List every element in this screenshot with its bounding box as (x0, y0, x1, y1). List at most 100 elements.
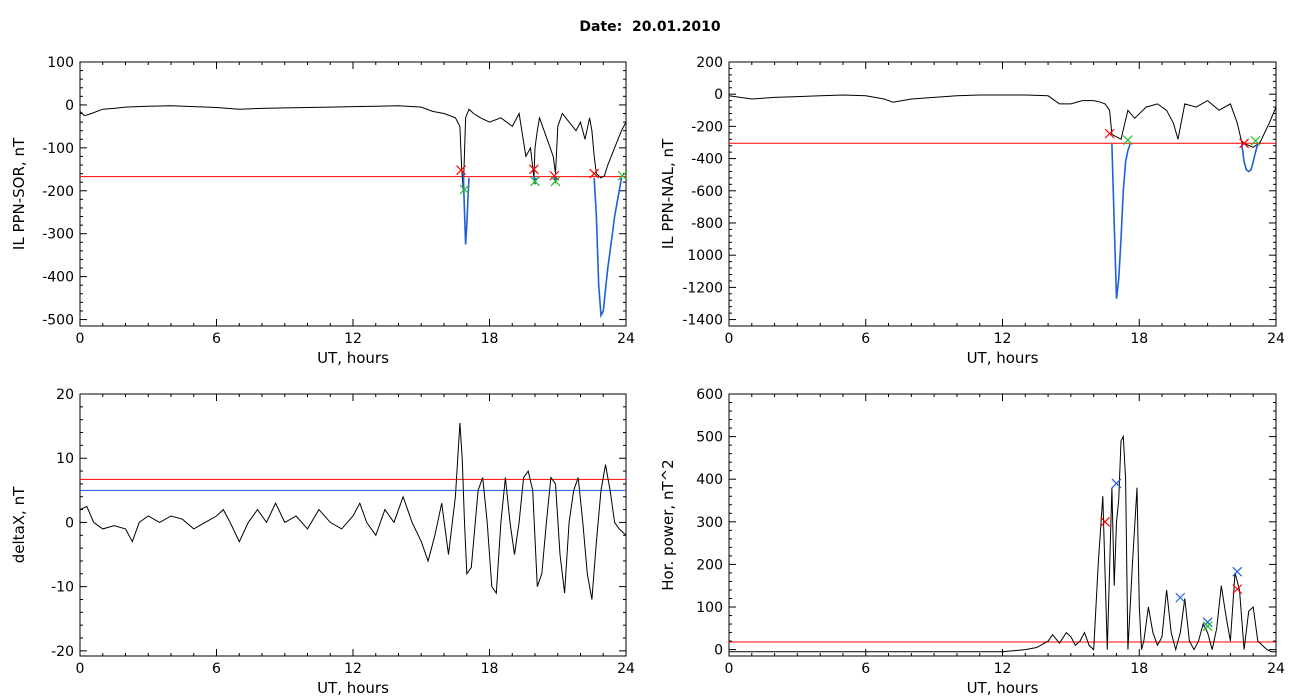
marker-power-5 (1232, 566, 1243, 577)
marker-nal-1 (1122, 135, 1133, 145)
figure-title: Date: 20.01.2010 (0, 19, 1300, 35)
plot-frame-sor (79, 61, 627, 327)
y-axis-label-nal: IL PPN-NAL, nT (659, 138, 677, 249)
marker-sor-5 (550, 176, 561, 187)
series-line-sor-0-0 (80, 105, 626, 191)
y-tick-label-sor: 100 (47, 55, 74, 71)
marker-stroke (530, 176, 540, 187)
x-tick-label-nal: 24 (1267, 331, 1285, 347)
y-tick-label-deltax: 10 (56, 451, 74, 467)
y-tick-label-nal: -600 (691, 184, 723, 200)
y-tick-label-sor: -400 (42, 270, 74, 286)
marker-sor-1 (459, 184, 470, 195)
marker-stroke (549, 170, 560, 181)
x-tick-label-sor: 12 (344, 331, 362, 347)
y-tick-label-nal: -800 (691, 216, 723, 232)
y-tick-label-power: 500 (696, 430, 723, 446)
x-tick-label-nal: 12 (994, 331, 1012, 347)
date-value: 20.01.2010 (632, 19, 721, 35)
y-tick-label-deltax: -10 (51, 580, 74, 596)
x-tick-label-nal: 18 (1130, 331, 1148, 347)
marker-sor-3 (530, 176, 540, 187)
y-tick-label-power: 600 (696, 387, 723, 403)
x-tick-label-nal: 0 (725, 331, 734, 347)
y-tick-label-power: 100 (696, 600, 723, 616)
marker-sor-2 (528, 164, 539, 175)
panel-nal: 0 6 12 18 24 200 0 -200 -400 -600 -800 1000 -1200 -14… (659, 55, 1285, 367)
marker-stroke (459, 184, 470, 195)
marker-stroke (1239, 138, 1250, 149)
date-label: Date: (579, 19, 623, 35)
marker-stroke (1232, 566, 1243, 577)
y-tick-label-nal: 200 (696, 55, 723, 71)
marker-stroke (617, 170, 628, 181)
series-line-nal-1-1 (1241, 143, 1259, 173)
x-tick-label-power: 12 (994, 661, 1012, 677)
marker-stroke (1111, 478, 1122, 489)
marker-nal-2 (1239, 138, 1250, 149)
y-tick-label-nal: -200 (691, 119, 723, 135)
y-tick-label-nal: 0 (714, 87, 723, 103)
x-axis-label-sor: UT, hours (317, 349, 389, 367)
y-tick-label-power: 300 (696, 515, 723, 531)
x-tick-label-power: 24 (1267, 661, 1285, 677)
marker-power-2 (1175, 592, 1186, 603)
x-tick-label-deltax: 24 (617, 661, 635, 677)
marker-power-6 (1232, 584, 1243, 595)
marker-stroke (1104, 128, 1115, 139)
marker-sor-6 (589, 168, 600, 179)
marker-sor-7 (617, 170, 628, 181)
marker-stroke (1250, 135, 1261, 146)
series-line-sor-1-0 (462, 173, 470, 245)
x-tick-label-nal: 6 (861, 331, 870, 347)
marker-power-0 (1100, 516, 1110, 527)
series-line-sor-1-3 (593, 177, 623, 319)
y-axis-label-sor: IL PPN-SOR, nT (10, 137, 28, 250)
x-tick-label-power: 18 (1130, 661, 1148, 677)
x-tick-label-sor: 18 (481, 331, 499, 347)
plot-frame-power (728, 393, 1277, 657)
panel-sor: 0 6 12 18 24 100 0 -100 -200 -300 -400 -500 UT, hour… (10, 55, 635, 367)
marker-power-1 (1111, 478, 1122, 489)
y-tick-label-deltax: 20 (56, 387, 74, 403)
y-tick-label-sor: -200 (42, 184, 74, 200)
panel-power: 0 6 12 18 24 600 500 400 300 200 100 0 UT, hours Hor.… (659, 387, 1285, 697)
y-tick-label-sor: -100 (42, 141, 74, 157)
x-axis-label-power: UT, hours (967, 679, 1039, 697)
series-line-power-0-0 (729, 434, 1276, 653)
x-tick-label-deltax: 18 (481, 661, 499, 677)
marker-nal-0 (1104, 128, 1115, 139)
x-tick-label-sor: 6 (212, 331, 221, 347)
x-tick-label-sor: 24 (617, 331, 635, 347)
y-axis-label-power: Hor. power, nT^2 (659, 459, 677, 590)
panel-deltax: 0 6 12 18 24 20 10 0 -10 -20 UT, hours deltaX, nT (10, 387, 635, 697)
x-tick-label-deltax: 6 (212, 661, 221, 677)
marker-stroke (1202, 621, 1213, 632)
x-tick-label-sor: 0 (76, 331, 85, 347)
x-tick-label-deltax: 12 (344, 661, 362, 677)
marker-stroke (1175, 592, 1186, 603)
marker-stroke (528, 164, 539, 175)
marker-sor-0 (456, 165, 466, 176)
marker-stroke (456, 165, 466, 176)
plot-frame-nal (728, 61, 1277, 327)
y-axis-label-deltax: deltaX, nT (10, 486, 28, 563)
y-tick-label-sor: -300 (42, 227, 74, 243)
marker-stroke (1232, 584, 1243, 595)
marker-nal-3 (1250, 135, 1261, 146)
x-tick-label-deltax: 0 (76, 661, 85, 677)
y-tick-label-nal: -400 (691, 152, 723, 168)
y-tick-label-sor: -500 (42, 313, 74, 329)
series-line-deltax-0-0 (80, 422, 626, 600)
y-tick-label-nal: -1400 (682, 313, 723, 329)
marker-stroke (550, 176, 561, 187)
marker-stroke (589, 168, 600, 179)
marker-power-4 (1202, 621, 1213, 632)
y-tick-label-power: 400 (696, 472, 723, 488)
y-tick-label-nal: 1000 (687, 248, 723, 264)
plot-frame-deltax (79, 393, 627, 657)
x-tick-label-power: 0 (725, 661, 734, 677)
marker-stroke (1100, 516, 1110, 527)
x-axis-label-deltax: UT, hours (317, 679, 389, 697)
